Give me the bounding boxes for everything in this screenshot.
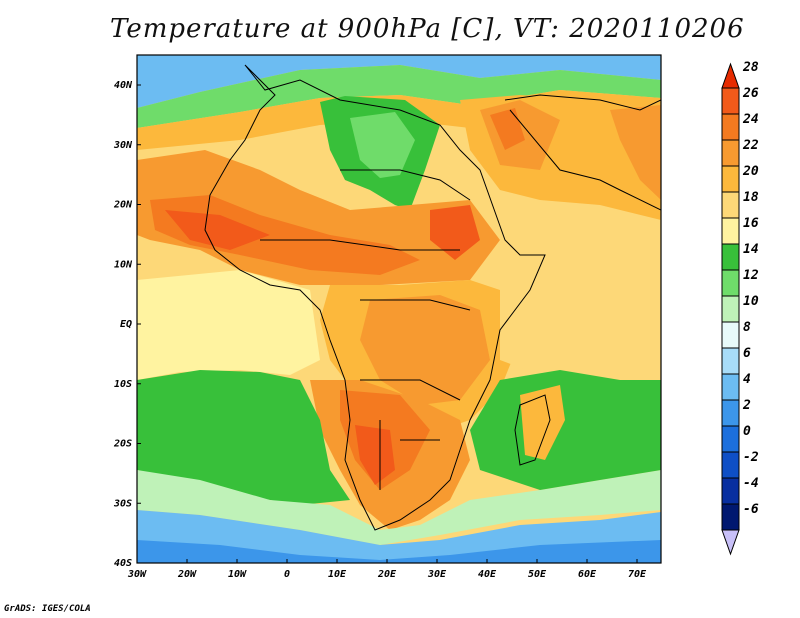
- chart-title: Temperature at 900hPa [C], VT: 202011020…: [110, 14, 745, 44]
- colorbar-label: 6: [743, 346, 751, 361]
- border-central: [360, 299, 471, 311]
- lon-tick-label: 70E: [628, 569, 647, 580]
- colorbar-box: [721, 347, 740, 375]
- latitude-axis: 40N 30N 20N 10N EQ 10S 20S 30S 40S: [113, 80, 141, 569]
- asia-coastline: [504, 94, 661, 111]
- temperature-field: [137, 55, 661, 563]
- colorbar-label: 2: [742, 398, 751, 413]
- madagascar-coastline: [514, 394, 551, 466]
- colorbar-box: [721, 217, 740, 245]
- lat-tick-label: EQ: [120, 319, 132, 330]
- colorbar-box: [721, 477, 740, 505]
- arabia-coastline: [509, 109, 661, 211]
- colorbar-label: -2: [743, 450, 759, 465]
- colorbar-box: [721, 425, 740, 453]
- border-sahel: [260, 239, 460, 251]
- africa-coastline: [204, 64, 546, 531]
- colorbar-label: 14: [743, 242, 759, 257]
- coastlines: [204, 64, 661, 531]
- colorbar-label: 0: [743, 424, 751, 439]
- lat-tick-label: 30N: [113, 140, 133, 151]
- colorbar-label: 26: [742, 86, 759, 101]
- colorbar-label: -6: [743, 502, 759, 517]
- lat-tick-label: 20N: [113, 200, 133, 211]
- colorbar-box: [721, 269, 740, 297]
- lat-tick-label: 10N: [114, 259, 133, 270]
- colorbar-box: [721, 399, 740, 427]
- colorbar-box: [721, 373, 740, 401]
- colorbar-label: 12: [743, 268, 759, 283]
- lat-tick-label: 20S: [113, 439, 132, 450]
- border-north: [340, 169, 471, 201]
- colorbar-box: [721, 503, 740, 531]
- colorbar-box: [721, 113, 740, 141]
- colorbar-label: 28: [742, 60, 759, 75]
- plot-frame: [136, 54, 662, 564]
- colorbar-label: 22: [742, 138, 759, 153]
- colorbar-box: [721, 87, 740, 115]
- colorbar-box: [721, 191, 740, 219]
- colorbar-box: [721, 243, 740, 271]
- colorbar-top-arrow: [721, 62, 740, 89]
- lon-tick-label: 30W: [127, 569, 147, 580]
- lon-tick-label: 30E: [427, 569, 447, 580]
- colorbar-label: 18: [743, 190, 759, 205]
- border-southern: [379, 420, 440, 490]
- colorbar-box: [721, 165, 740, 193]
- lat-tick-label: 30S: [113, 498, 132, 509]
- lon-tick-label: 60E: [578, 569, 597, 580]
- colorbar-label: 8: [743, 320, 751, 335]
- colorbar-box: [721, 295, 740, 323]
- lat-tick-label: 10S: [114, 379, 132, 390]
- colorbar-label: 24: [742, 112, 759, 127]
- lat-tick-label: 40N: [114, 80, 133, 91]
- colorbar-label: 10: [743, 294, 759, 309]
- colorbar-box: [721, 321, 740, 349]
- colorbar-bottom-arrow: [721, 529, 740, 556]
- colorbar-label: 4: [743, 372, 751, 387]
- colorbar-box: [721, 451, 740, 479]
- lon-tick-label: 10W: [228, 569, 247, 580]
- lat-tick-label: 40S: [114, 558, 132, 569]
- longitude-axis: 30W 20W 10W 0 10E 20E 30E 40E 50E 60E 70E: [127, 559, 647, 580]
- border-south: [360, 379, 461, 401]
- lon-tick-label: 20E: [377, 569, 397, 580]
- colorbar-label: -4: [743, 476, 759, 491]
- lon-tick-label: 50E: [528, 569, 547, 580]
- lon-tick-label: 0: [284, 569, 290, 580]
- colorbar-label: 16: [743, 216, 759, 231]
- lon-tick-label: 20W: [177, 569, 197, 580]
- lon-tick-label: 10E: [328, 569, 347, 580]
- grads-credit: GrADS: IGES/COLA: [4, 604, 91, 614]
- lon-tick-label: 40E: [478, 569, 497, 580]
- colorbar-box: [721, 139, 740, 167]
- colorbar-label: 20: [742, 164, 759, 179]
